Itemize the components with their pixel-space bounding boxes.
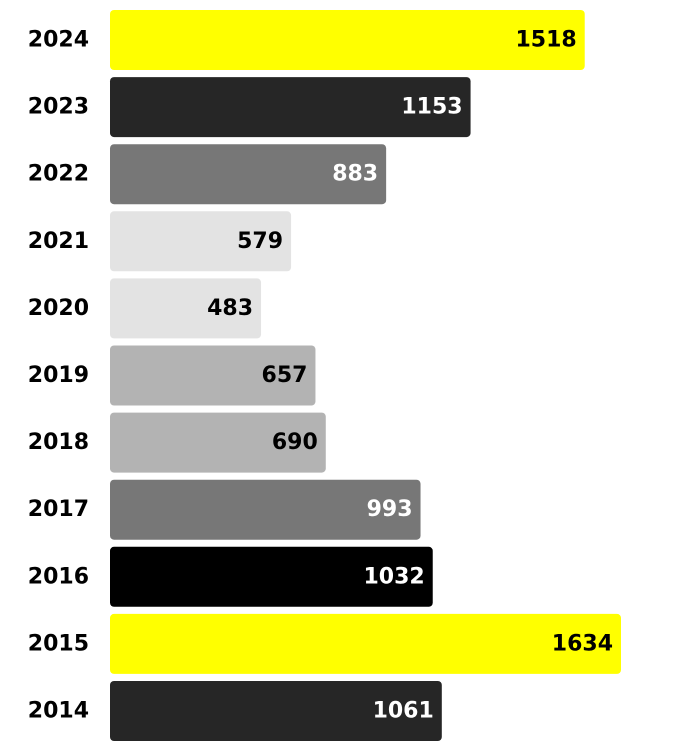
data-label-2022: 883 <box>332 162 378 187</box>
bar-group-2018: 2018 690 <box>28 412 326 473</box>
y-tick-label: 2020 <box>28 296 89 321</box>
bar-2019 <box>110 345 316 406</box>
bar-group-2023: 2023 1153 <box>28 77 471 138</box>
data-label-2024: 1518 <box>515 28 576 53</box>
bar-group-2020: 2020 483 <box>28 278 262 339</box>
bar-2022 <box>110 144 387 205</box>
bar-group-2014: 2014 1061 <box>28 681 442 741</box>
bar-2018 <box>110 412 326 473</box>
data-label-2017: 993 <box>367 497 413 522</box>
y-tick-label: 2016 <box>28 564 89 589</box>
y-tick-label: 2023 <box>28 95 89 120</box>
y-tick-label: 2018 <box>28 430 89 455</box>
bar-2023 <box>110 77 471 138</box>
bar-group-2024: 2024 1518 <box>28 10 585 70</box>
bar-2024 <box>110 10 585 70</box>
y-tick-label: 2019 <box>28 363 89 388</box>
y-tick-label: 2024 <box>28 28 89 53</box>
bar-group-2016: 2016 1032 <box>28 546 433 607</box>
bar-group-2015: 2015 1634 <box>28 613 621 674</box>
data-label-2020: 483 <box>207 296 253 321</box>
bar-2020 <box>110 278 262 339</box>
y-tick-label: 2014 <box>28 699 89 724</box>
data-label-2021: 579 <box>237 229 283 254</box>
data-label-2016: 1032 <box>364 564 425 589</box>
data-label-2023: 1153 <box>401 95 462 120</box>
data-label-2015: 1634 <box>552 631 613 656</box>
bar-2015 <box>110 613 621 674</box>
bar-2021 <box>110 211 292 272</box>
bar-2014 <box>110 681 442 741</box>
data-label-2018: 690 <box>272 430 318 455</box>
y-tick-label: 2021 <box>28 229 89 254</box>
y-tick-label: 2015 <box>28 631 89 656</box>
bar-group-2022: 2022 883 <box>28 144 387 205</box>
y-tick-label: 2017 <box>28 497 89 522</box>
y-tick-label: 2022 <box>28 162 89 187</box>
data-label-2019: 657 <box>262 363 308 388</box>
data-label-2014: 1061 <box>373 699 434 724</box>
bar-2017 <box>110 479 421 540</box>
bar-group-2019: 2019 657 <box>28 345 316 406</box>
bar-2016 <box>110 546 433 607</box>
bar-group-2017: 2017 993 <box>28 479 421 540</box>
bar-group-2021: 2021 579 <box>28 211 292 272</box>
